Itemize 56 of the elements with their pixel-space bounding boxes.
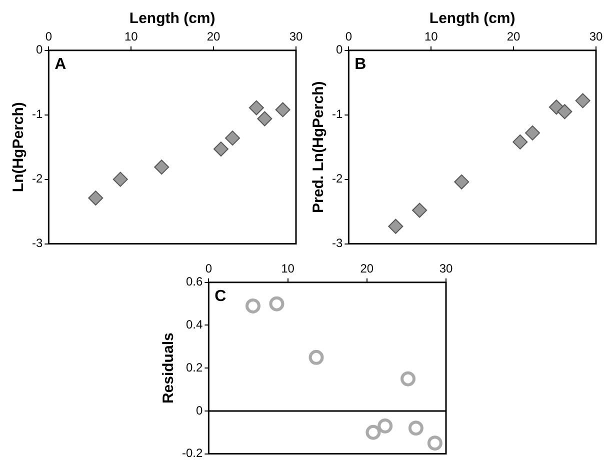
- y-tick-label: 0: [336, 42, 343, 57]
- y-tick-label: 0.4: [186, 318, 203, 332]
- point: [154, 160, 170, 175]
- x-axis-title: Length (cm): [429, 10, 516, 28]
- y-tick-label: -3: [32, 236, 43, 250]
- point: [225, 130, 240, 146]
- point: [213, 142, 228, 157]
- x-tick-label: 10: [124, 30, 138, 44]
- y-tick-label: -2: [32, 172, 43, 186]
- point: [427, 436, 442, 451]
- y-tick-label: -3: [332, 236, 343, 250]
- point: [525, 125, 540, 140]
- point: [245, 298, 260, 314]
- point: [557, 104, 572, 120]
- point: [257, 111, 272, 126]
- x-tick-label: 10: [281, 262, 295, 276]
- annotation: C: [214, 288, 227, 305]
- y-tick-label: -2: [332, 172, 343, 186]
- point: [412, 202, 428, 218]
- point: [454, 174, 470, 190]
- x-axis-title: Length (cm): [129, 10, 216, 28]
- annotation: A: [54, 56, 67, 73]
- x-tick-label: 30: [289, 30, 303, 44]
- point: [388, 218, 404, 234]
- y-tick-label: 0: [36, 42, 43, 57]
- x-tick-label: 20: [206, 30, 221, 44]
- x-tick-label: 0: [45, 30, 52, 44]
- y-tick-label: 0.2: [186, 360, 203, 374]
- point: [269, 296, 284, 312]
- point: [112, 172, 128, 187]
- point: [378, 418, 393, 434]
- x-tick-label: 0: [345, 30, 352, 44]
- y-tick-label: -1: [32, 107, 43, 122]
- x-tick-label: 0: [205, 262, 212, 276]
- y-tick-label: 0.6: [186, 274, 203, 289]
- point: [248, 100, 264, 116]
- point: [308, 350, 324, 365]
- y-tick-label: -1: [332, 107, 343, 122]
- x-tick-label: 20: [360, 262, 374, 276]
- y-axis-title: Ln(HgPerch): [10, 102, 28, 192]
- y-tick-label: 0: [196, 403, 203, 418]
- point: [408, 420, 424, 436]
- y-tick-label: -0.2: [182, 446, 203, 460]
- y-axis-title: Pred. Ln(HgPerch): [310, 81, 328, 213]
- y-axis-title: Residuals: [160, 332, 178, 404]
- x-tick-label: 10: [424, 30, 438, 44]
- point: [512, 134, 528, 150]
- point: [366, 424, 381, 440]
- point: [400, 371, 416, 386]
- x-tick-label: 20: [506, 30, 521, 44]
- x-tick-label: 30: [439, 262, 453, 276]
- annotation: B: [354, 56, 366, 73]
- point: [275, 102, 290, 118]
- point: [575, 93, 590, 108]
- point: [88, 190, 104, 206]
- x-tick-label: 30: [589, 30, 603, 44]
